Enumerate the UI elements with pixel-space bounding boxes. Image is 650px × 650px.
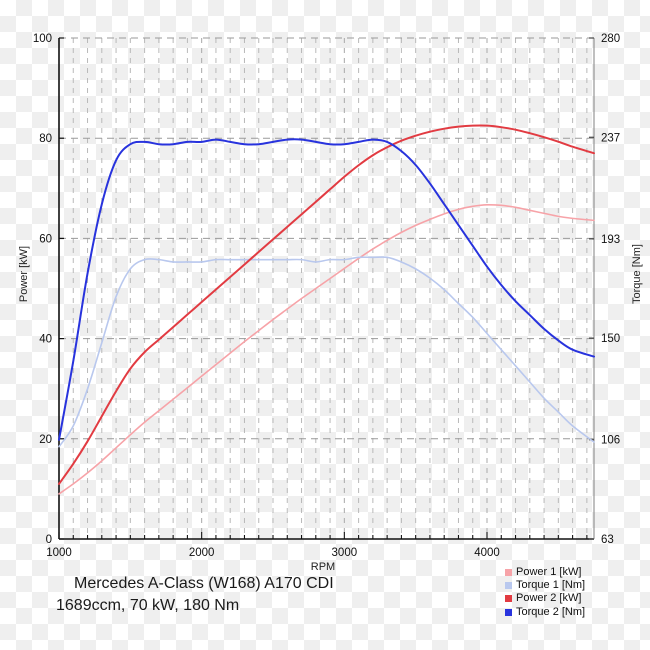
major-gridlines	[59, 37, 594, 440]
axis-tick-labels: 0 20 40 60 80 100 63 106 150 193 237 280 1000 2000 300…	[33, 33, 620, 559]
legend-label: Torque 1 [Nm]	[516, 579, 586, 592]
legend-label: Power 2 [kW]	[516, 592, 582, 605]
legend-label: Torque 2 [Nm]	[516, 605, 586, 618]
data-series	[58, 124, 595, 495]
tick-label-left: 0	[46, 534, 52, 546]
tick-label-left: 100	[33, 33, 52, 45]
tick-label-right: 237	[601, 132, 620, 144]
tick-label-left: 20	[39, 434, 52, 446]
axis-lines	[58, 38, 595, 540]
tick-label-right: 150	[601, 333, 620, 345]
legend-swatch	[505, 569, 512, 577]
y-axis-left-title: Power [kW]	[18, 245, 30, 303]
series-line	[58, 124, 595, 485]
minor-gridlines-x	[58, 38, 588, 539]
legend-item: Power 1 [kW]	[505, 566, 585, 579]
legend-item: Torque 1 [Nm]	[505, 579, 585, 592]
caption-line-1: Mercedes A-Class (W168) A170 CDI	[74, 575, 334, 592]
tick-label-left: 60	[39, 233, 52, 245]
tick-label-left: 80	[39, 133, 52, 145]
chart-caption: Mercedes A-Class (W168) A170 CDI 1689ccm…	[56, 573, 334, 617]
legend-label: Power 1 [kW]	[516, 566, 582, 578]
series-line	[58, 256, 595, 448]
tick-label-bottom: 1000	[46, 547, 72, 559]
tick-label-bottom: 2000	[189, 547, 215, 559]
series-line	[58, 203, 595, 495]
legend-item: Power 2 [kW]	[505, 592, 585, 605]
tick-label-right: 280	[601, 33, 620, 45]
series-line	[58, 138, 595, 441]
legend-swatch	[505, 582, 512, 590]
legend-swatch	[505, 595, 512, 603]
legend-item: Torque 2 [Nm]	[505, 606, 585, 619]
tick-label-right: 106	[601, 435, 620, 447]
axis-ticks	[58, 37, 594, 540]
tick-label-right: 63	[601, 534, 614, 546]
tick-label-bottom: 3000	[332, 547, 358, 559]
tick-label-bottom: 4000	[474, 547, 500, 559]
y-axis-right-title: Torque [Nm]	[631, 244, 643, 304]
tick-label-right: 193	[601, 234, 620, 246]
tick-label-left: 40	[39, 334, 52, 346]
caption-line-2: 1689ccm, 70 kW, 180 Nm	[56, 597, 240, 614]
legend-swatch	[505, 608, 512, 616]
x-axis-title: RPM	[310, 561, 336, 573]
chart-legend: Power 1 [kW] Torque 1 [Nm] Power 2 [kW] Tor…	[505, 566, 585, 619]
